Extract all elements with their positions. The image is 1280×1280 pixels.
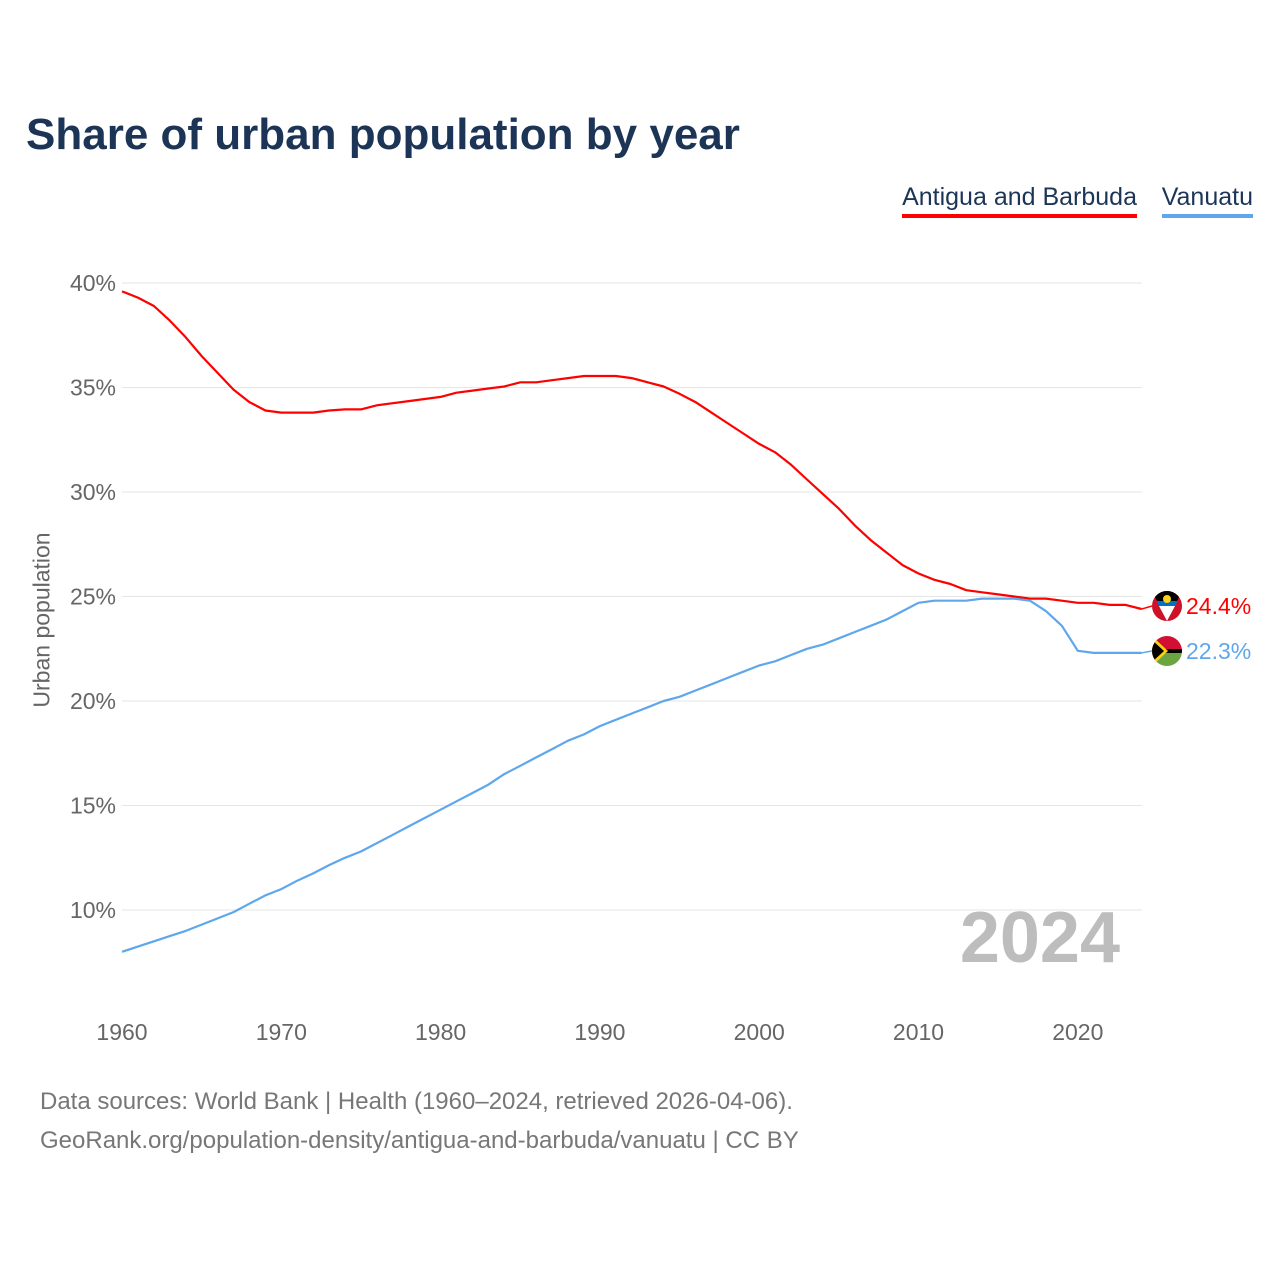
end-connector <box>1141 650 1153 654</box>
source-url[interactable]: GeoRank.org/population-density/antigua-a… <box>40 1127 799 1154</box>
vanuatu-flag-icon <box>1152 636 1182 666</box>
y-tick-label: 40% <box>70 270 116 296</box>
end-value-label: 24.4% <box>1186 593 1251 619</box>
y-tick-label: 25% <box>70 584 116 610</box>
y-tick-label: 10% <box>70 897 116 923</box>
x-tick-label: 1970 <box>256 1019 307 1045</box>
x-tick-label: 2010 <box>893 1019 944 1045</box>
legend-vanuatu[interactable]: Vanuatu <box>1161 183 1253 218</box>
end-connector <box>1141 605 1153 610</box>
source-text: Data sources: World Bank | Health (1960–… <box>40 1088 793 1115</box>
x-tick-label: 1990 <box>574 1019 625 1045</box>
series-line-vanuatu[interactable] <box>121 597 1142 953</box>
x-tick-label: 1960 <box>96 1019 147 1045</box>
legend-antigua-and-barbuda[interactable]: Antigua and Barbuda <box>902 183 1137 218</box>
y-tick-label: 20% <box>70 688 116 714</box>
end-value-label: 22.3% <box>1186 638 1251 664</box>
y-tick-label: 35% <box>70 375 116 401</box>
antigua-flag-icon <box>1152 591 1182 621</box>
y-tick-label: 30% <box>70 479 116 505</box>
chart-title: Share of urban population by year <box>26 110 740 159</box>
x-tick-label: 2020 <box>1052 1019 1103 1045</box>
y-tick-label: 15% <box>70 793 116 819</box>
x-tick-label: 1980 <box>415 1019 466 1045</box>
series-line-antigua-and-barbuda[interactable] <box>121 290 1142 611</box>
x-tick-label: 2000 <box>734 1019 785 1045</box>
year-watermark: 2024 <box>960 898 1120 978</box>
